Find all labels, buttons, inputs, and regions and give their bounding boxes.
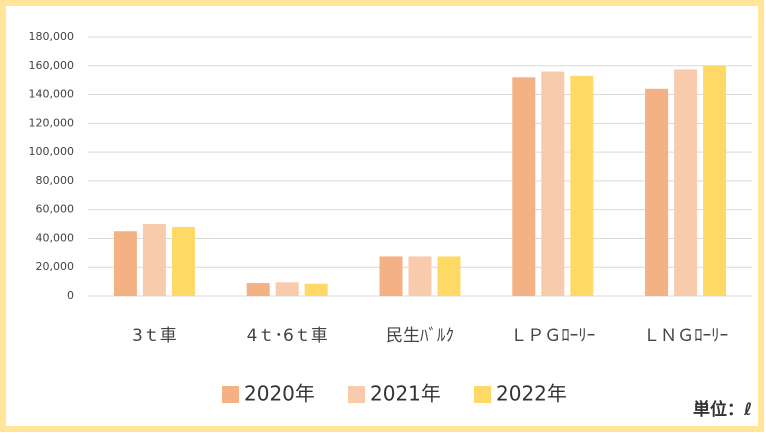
y-tick-label: 0: [67, 289, 74, 302]
legend-label: 2021年: [370, 382, 441, 406]
x-tick-label: ＬＰＧﾛｰﾘｰ: [510, 326, 595, 346]
bar: [674, 69, 698, 296]
y-tick-label: 80,000: [36, 174, 75, 187]
bar: [304, 283, 328, 296]
bar: [275, 282, 299, 296]
bar: [570, 75, 594, 296]
y-tick-label: 20,000: [36, 260, 75, 273]
bar: [645, 88, 669, 296]
legend-swatch: [348, 386, 365, 403]
y-tick-label: 140,000: [29, 88, 75, 101]
bar: [379, 256, 403, 296]
bar: [113, 231, 137, 296]
y-tick-label: 180,000: [29, 30, 75, 43]
legend-label: 2022年: [496, 382, 567, 406]
bar: [142, 224, 166, 296]
legend-swatch: [222, 386, 239, 403]
y-tick-label: 40,000: [36, 231, 75, 244]
legend-swatch: [474, 386, 491, 403]
x-tick-label: 4ｔ･6ｔ車: [247, 326, 328, 346]
x-tick-label: 3ｔ車: [132, 326, 177, 346]
bar: [541, 71, 565, 297]
y-tick-label: 100,000: [29, 145, 75, 158]
legend-label: 2020年: [244, 382, 315, 406]
bar: [437, 256, 461, 296]
x-tick-label: ＬＮＧﾛｰﾘｰ: [643, 326, 728, 346]
bar: [703, 65, 727, 297]
y-tick-label: 160,000: [29, 59, 75, 72]
x-tick-label: 民生ﾊﾞﾙｸ: [386, 326, 454, 346]
bar: [408, 256, 432, 296]
bar: [512, 77, 536, 297]
bar: [171, 226, 195, 296]
y-tick-label: 60,000: [36, 203, 75, 216]
unit-note: 単位：ℓ: [693, 399, 752, 420]
bar: [246, 283, 270, 296]
y-tick-label: 120,000: [29, 116, 75, 129]
